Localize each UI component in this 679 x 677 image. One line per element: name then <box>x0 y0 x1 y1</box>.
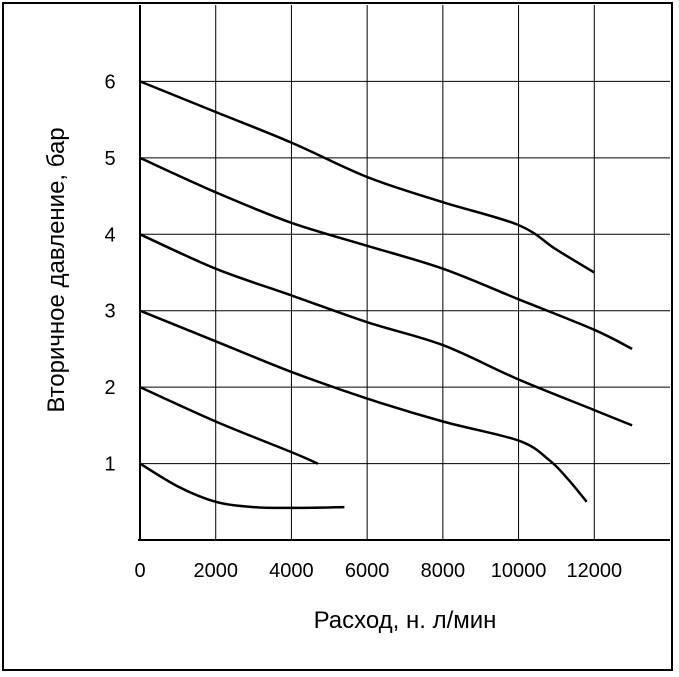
x-axis-title: Расход, н. л/мин <box>314 607 497 634</box>
x-tick-label: 4000 <box>269 560 314 582</box>
x-tick-label: 0 <box>134 560 145 582</box>
chart-frame <box>2 2 673 671</box>
y-tick-label: 5 <box>104 148 115 170</box>
y-tick-labels: 1 2 3 4 5 6 <box>104 71 115 475</box>
y-tick-label: 2 <box>104 377 115 399</box>
curves <box>139 80 633 510</box>
curve-5 <box>139 385 319 465</box>
y-axis-title: Вторичное давление, бар <box>43 127 70 412</box>
x-tick-label: 12000 <box>566 560 622 582</box>
curve-1 <box>139 80 595 274</box>
curve-3 <box>139 233 633 427</box>
grid <box>140 5 670 540</box>
y-tick-label: 4 <box>104 224 115 246</box>
y-tick-label: 1 <box>104 454 115 476</box>
curve-6 <box>139 462 345 510</box>
curve-4 <box>139 309 588 503</box>
curve-2 <box>139 156 633 351</box>
x-tick-label: 2000 <box>193 560 238 582</box>
x-tick-label: 10000 <box>491 560 547 582</box>
x-tick-label: 6000 <box>345 560 390 582</box>
y-tick-label: 6 <box>104 71 115 93</box>
x-tick-labels: 0 2000 4000 6000 8000 10000 12000 <box>134 560 622 582</box>
x-tick-label: 8000 <box>421 560 466 582</box>
y-tick-label: 3 <box>104 301 115 323</box>
